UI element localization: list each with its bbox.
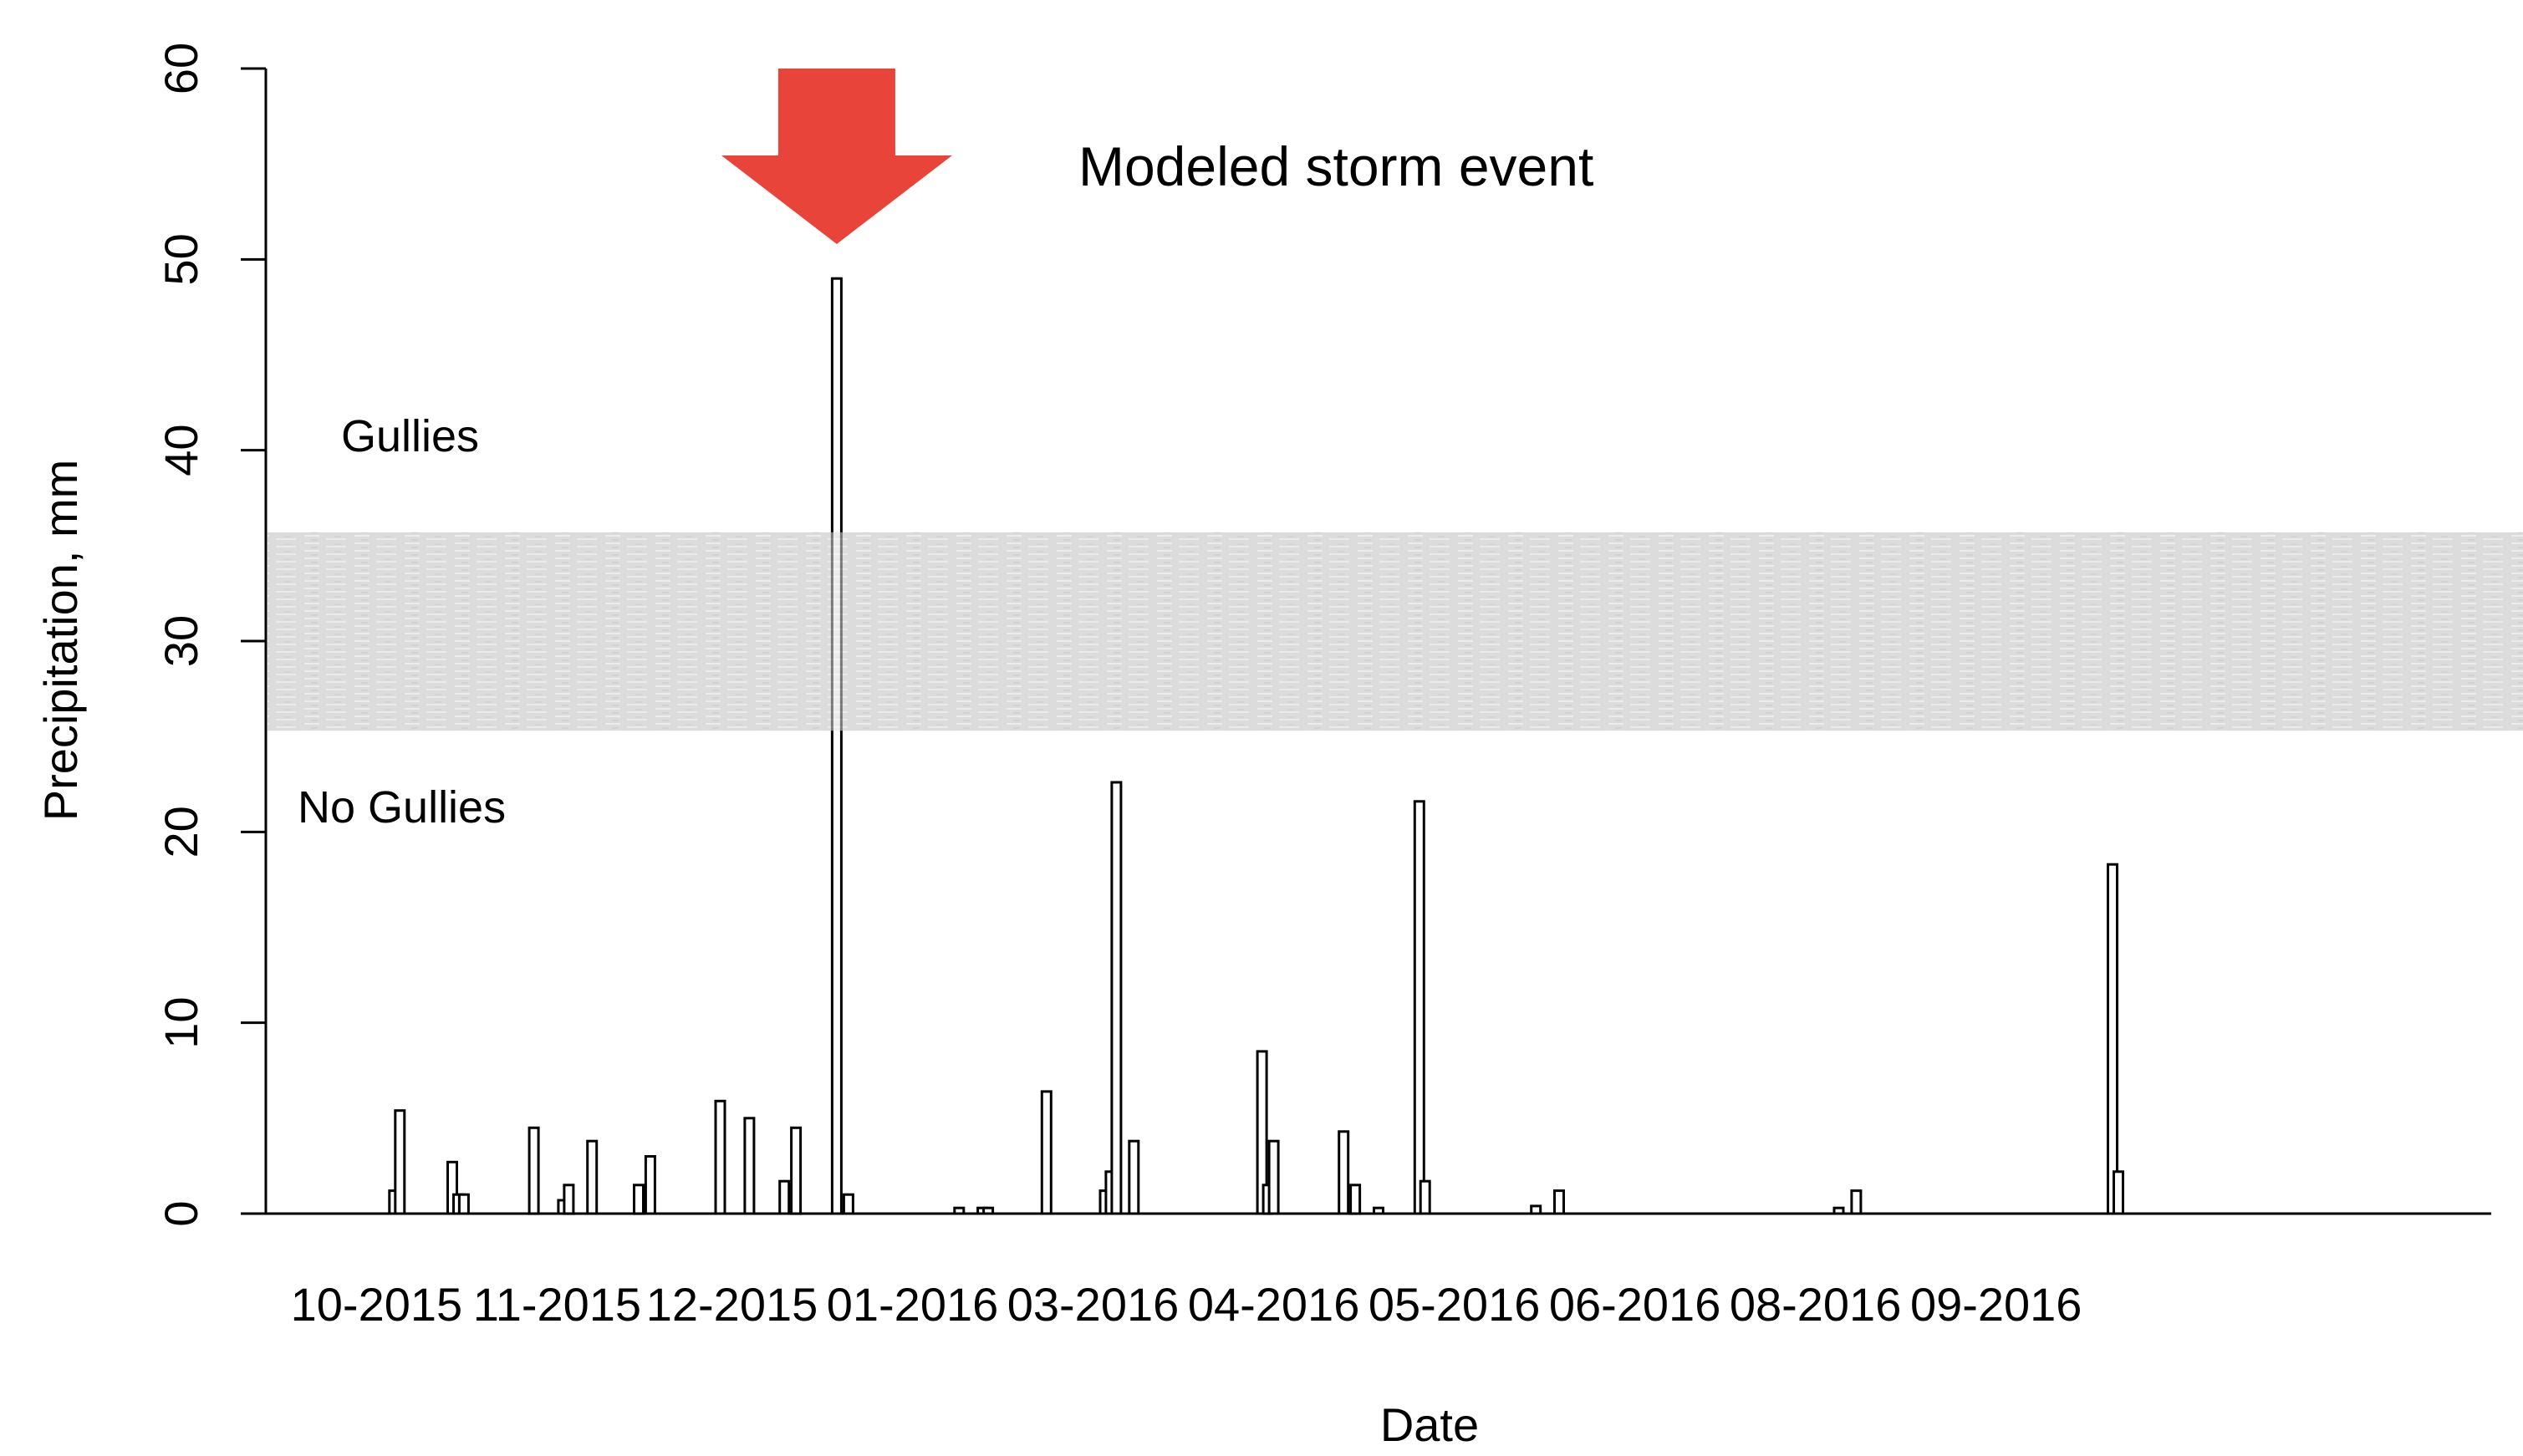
annotations-layer: Modeled storm event Gullies No Gullies <box>298 69 1593 832</box>
precipitation-bar <box>586 1139 599 1215</box>
precipitation-bar <box>1338 1130 1350 1215</box>
precipitation-bar <box>1413 800 1425 1215</box>
precipitation-bar <box>842 1193 854 1215</box>
precipitation-bar <box>714 1099 726 1215</box>
precipitation-bar <box>743 1117 756 1215</box>
x-tick-label: 12-2015 <box>646 1278 818 1331</box>
precipitation-bar <box>1110 781 1123 1215</box>
precipitation-bar <box>644 1155 656 1215</box>
precipitation-bar <box>2107 863 2118 1215</box>
x-tick-label: 11-2015 <box>473 1278 641 1331</box>
y-tick-label: 10 <box>155 997 207 1049</box>
precipitation-bar <box>1850 1189 1863 1215</box>
gullies-label: Gullies <box>341 411 479 461</box>
y-tick-label: 20 <box>155 806 207 858</box>
y-tick-label: 40 <box>155 425 207 476</box>
storm-arrow-icon <box>721 69 952 244</box>
precipitation-bar <box>633 1184 645 1215</box>
threshold-band <box>268 532 2523 731</box>
precipitation-bar <box>1128 1139 1140 1215</box>
x-tick-label: 09-2016 <box>1910 1278 2082 1331</box>
axes-layer: 0 10 20 30 40 50 60 10-2015 11-2015 12-2015 01-201… <box>155 43 2491 1331</box>
x-tick-label: 05-2016 <box>1369 1278 1541 1331</box>
y-tick-label: 0 <box>155 1200 207 1226</box>
precipitation-bar <box>1267 1139 1280 1215</box>
precipitation-bar <box>528 1126 540 1215</box>
precipitation-bar <box>790 1126 803 1215</box>
precipitation-bar <box>778 1179 791 1215</box>
precipitation-bar <box>1419 1179 1431 1215</box>
threshold-band-layer <box>268 532 2523 731</box>
precipitation-bar <box>1349 1184 1362 1215</box>
precipitation-bar <box>457 1193 470 1215</box>
precipitation-bar <box>1040 1090 1053 1215</box>
y-axis-title: Precipitation, mm <box>34 460 87 822</box>
no-gullies-label: No Gullies <box>298 782 506 832</box>
x-tick-label: 10-2015 <box>291 1278 463 1331</box>
x-tick-label: 01-2016 <box>827 1278 999 1331</box>
precipitation-bar <box>2113 1170 2124 1215</box>
x-tick-label: 04-2016 <box>1188 1278 1360 1331</box>
storm-event-label: Modeled storm event <box>1078 135 1593 197</box>
x-axis-title: Date <box>1380 1398 1479 1451</box>
x-tick-label: 06-2016 <box>1549 1278 1721 1331</box>
precipitation-bar <box>1553 1189 1565 1215</box>
y-tick-label: 30 <box>155 615 207 667</box>
precipitation-bar <box>563 1184 575 1215</box>
x-tick-label: 03-2016 <box>1007 1278 1180 1331</box>
threshold-band-overlap <box>830 532 844 731</box>
precipitation-bar <box>394 1109 406 1215</box>
y-tick-label: 50 <box>155 233 207 285</box>
bars-layer <box>388 277 2124 1215</box>
x-tick-label: 08-2016 <box>1730 1278 1902 1331</box>
precipitation-bar <box>830 277 843 1215</box>
y-tick-label: 60 <box>155 43 207 94</box>
